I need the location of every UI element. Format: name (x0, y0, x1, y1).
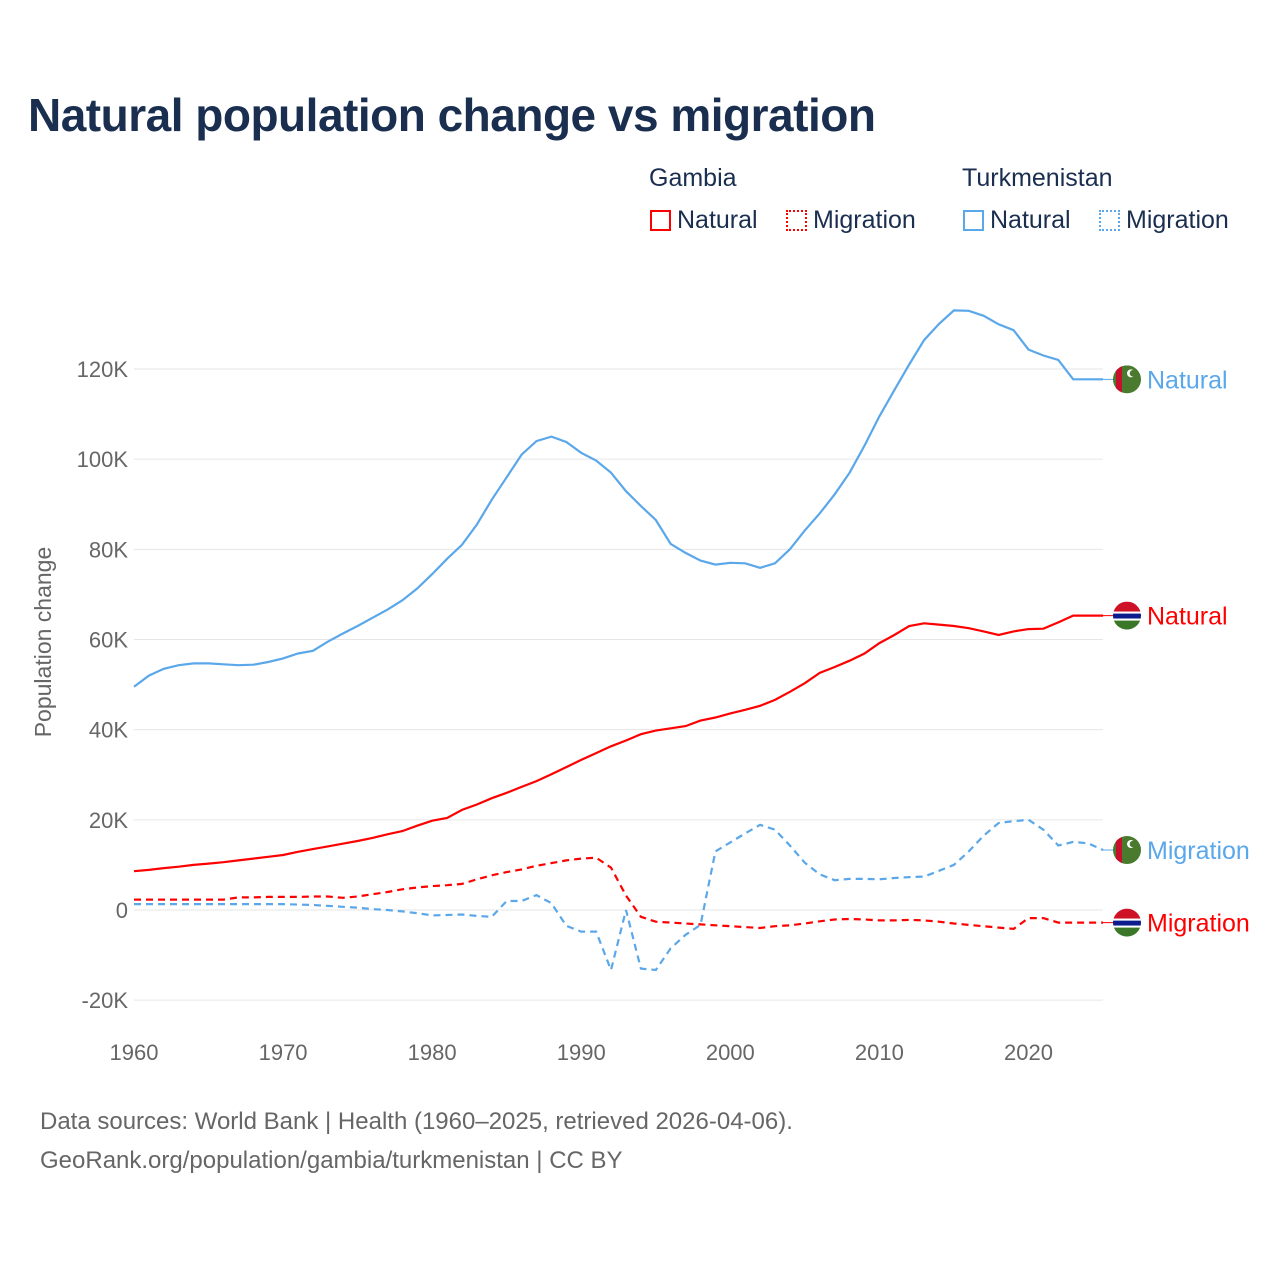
x-tick-label: 1990 (557, 1040, 606, 1065)
y-tick-label: 100K (77, 447, 129, 472)
turkmenistan-flag-icon (1113, 365, 1141, 394)
series-line-turkmenistan-natural[interactable] (133, 309, 1103, 688)
x-tick-label: 1970 (259, 1040, 308, 1065)
attribution-line[interactable]: GeoRank.org/population/gambia/turkmenist… (40, 1147, 623, 1174)
series-end-label: Natural (1147, 366, 1228, 394)
legend-gambia-natural[interactable]: Natural (650, 206, 758, 235)
legend-swatch-solid-red (650, 210, 671, 231)
series-line-gambia-natural[interactable] (133, 614, 1103, 873)
series-end-label: Migration (1147, 837, 1250, 865)
legend-label: Natural (677, 206, 758, 234)
gambia-flag-icon (1113, 601, 1141, 630)
x-tick-label: 1980 (408, 1040, 457, 1065)
source-line: Data sources: World Bank | Health (1960–… (40, 1108, 793, 1135)
x-tick-label: 2000 (706, 1040, 755, 1065)
series-end-label: Migration (1147, 910, 1250, 938)
y-axis-label: Population change (30, 547, 56, 738)
series-end-label: Natural (1147, 603, 1228, 631)
legend-group-gambia: Gambia (649, 164, 737, 192)
x-tick-label: 1960 (110, 1040, 159, 1065)
y-tick-label: 20K (89, 808, 128, 833)
series-line-turkmenistan-migration[interactable] (134, 818, 1104, 974)
legend-swatch-solid-blue (963, 210, 984, 231)
legend-turkmenistan-natural[interactable]: Natural (963, 206, 1071, 235)
y-tick-label: 0 (116, 898, 128, 923)
y-tick-label: 60K (89, 627, 128, 652)
legend-label: Migration (1126, 206, 1229, 234)
turkmenistan-flag-icon (1113, 836, 1141, 865)
y-tick-label: -20K (82, 988, 129, 1013)
legend-swatch-dotted-blue (1099, 210, 1120, 231)
series-line-gambia-migration[interactable] (134, 856, 1103, 931)
legend-label: Migration (813, 206, 916, 234)
x-tick-label: 2020 (1004, 1040, 1053, 1065)
x-tick-label: 2010 (855, 1040, 904, 1065)
gambia-flag-icon (1113, 908, 1141, 937)
legend-label: Natural (990, 206, 1071, 234)
legend-swatch-dotted-red (786, 210, 807, 231)
legend-gambia-migration[interactable]: Migration (786, 206, 916, 235)
y-tick-label: 40K (89, 718, 128, 743)
chart-title: Natural population change vs migration (28, 89, 876, 141)
y-tick-label: 120K (77, 357, 129, 382)
y-tick-label: 80K (89, 537, 128, 562)
legend-turkmenistan-migration[interactable]: Migration (1099, 206, 1229, 235)
legend-group-turkmenistan: Turkmenistan (962, 164, 1113, 192)
